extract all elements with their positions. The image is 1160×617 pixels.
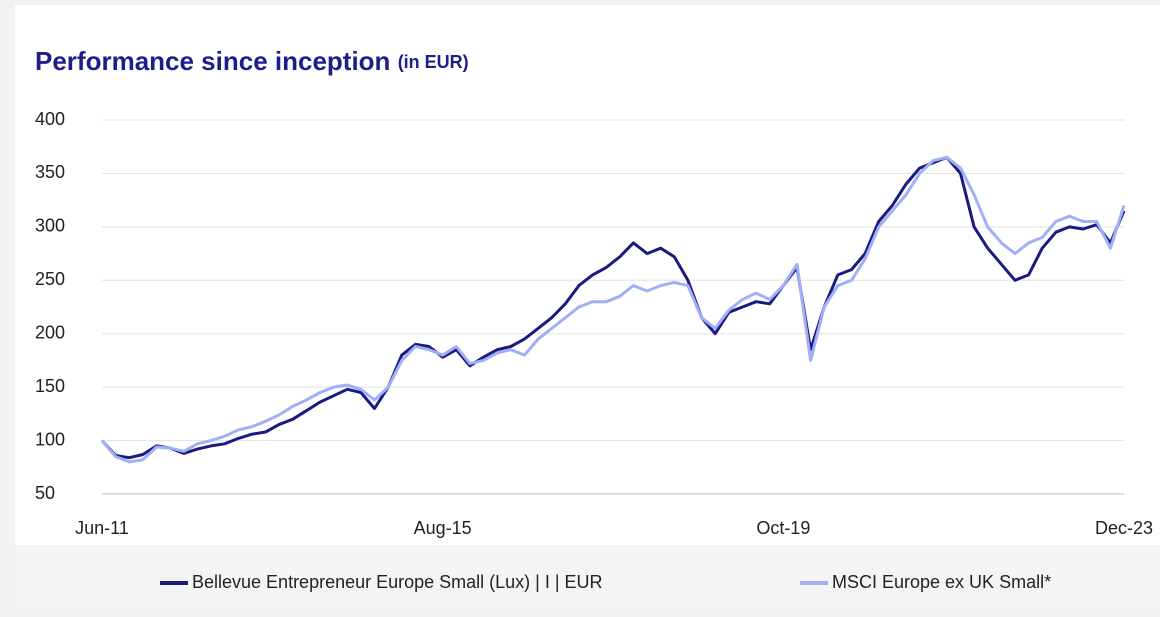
subtitle: (in EUR) xyxy=(398,52,469,72)
title: Performance since inception xyxy=(35,46,390,76)
y-tick-label: 200 xyxy=(35,322,65,342)
y-tick-label: 100 xyxy=(35,429,65,449)
y-tick-label: 400 xyxy=(35,109,65,129)
y-tick-label: 300 xyxy=(35,216,65,236)
y-tick-label: 50 xyxy=(35,483,55,503)
legend-label: MSCI Europe ex UK Small* xyxy=(832,572,1051,592)
legend-label: Bellevue Entrepreneur Europe Small (Lux)… xyxy=(192,572,603,592)
x-tick-label: Dec-23 xyxy=(1095,518,1153,538)
x-tick-label: Jun-11 xyxy=(75,518,129,538)
x-tick-label: Oct-19 xyxy=(756,518,810,538)
y-tick-label: 150 xyxy=(35,376,65,396)
y-tick-label: 250 xyxy=(35,269,65,289)
x-tick-label: Aug-15 xyxy=(414,518,472,538)
legend-band xyxy=(15,545,1160,605)
series-line xyxy=(100,155,1126,460)
series-line xyxy=(100,155,1126,464)
chart-title: Performance since inception (in EUR) xyxy=(35,46,469,76)
y-tick-label: 350 xyxy=(35,162,65,182)
